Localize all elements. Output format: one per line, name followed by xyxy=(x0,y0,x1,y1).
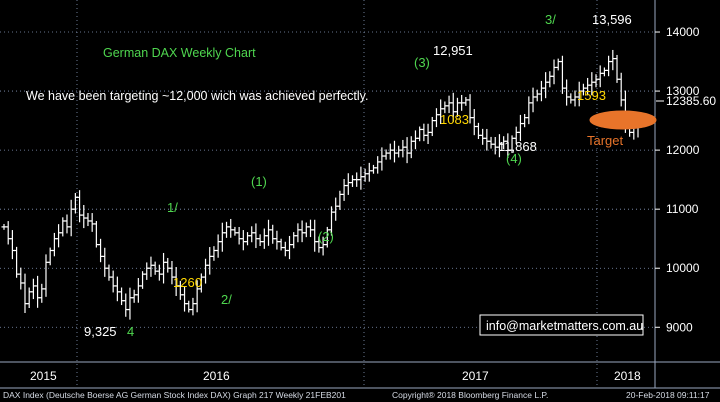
x-tick-label: 2015 xyxy=(30,369,57,383)
target-ellipse xyxy=(589,110,657,130)
annotation-label: (2) xyxy=(318,229,334,244)
y-tick-label: 10000 xyxy=(666,261,700,275)
y-tick-label: 13000 xyxy=(666,84,700,98)
annotation-label: (3) xyxy=(414,55,430,70)
y-tick-label: 9000 xyxy=(666,320,693,334)
annotation-label: 11,868 xyxy=(498,139,537,154)
annotation-label: 1260 xyxy=(173,275,202,290)
x-axis: 2015 2016 2017 2018 xyxy=(0,361,720,383)
annotation-label: 12,951 xyxy=(433,43,473,58)
annotation-label: 1593 xyxy=(577,88,606,103)
footer-left: DAX Index (Deutsche Boerse AG German Sto… xyxy=(3,390,346,400)
grid-lines xyxy=(0,0,655,388)
last-price-label: 12385.60 xyxy=(666,94,716,108)
annotation-label: (1) xyxy=(251,174,267,189)
y-tick-label: 11000 xyxy=(666,202,699,216)
y-tick-label: 14000 xyxy=(666,25,700,39)
annotation-label: 13,596 xyxy=(592,12,632,27)
annotation-label: 3/ xyxy=(545,12,556,27)
annotations: German DAX Weekly Chart We have been targ… xyxy=(26,12,632,339)
footer-right: 20-Feb-2018 09:11:17 xyxy=(626,390,710,400)
x-tick-label: 2017 xyxy=(462,369,489,383)
annotation-label: German DAX Weekly Chart xyxy=(103,46,256,60)
watermark-text: info@marketmatters.com.au xyxy=(486,319,643,333)
annotation-label: 2/ xyxy=(221,292,232,307)
last-price-tag: 12385.60 xyxy=(656,94,716,108)
watermark: info@marketmatters.com.au xyxy=(479,314,644,336)
y-tick-label: 12000 xyxy=(666,143,700,157)
annotation-label: We have been targeting ~12,000 wich was … xyxy=(26,89,368,103)
annotation-label: 1083 xyxy=(440,112,469,127)
annotation-label: 9,325 xyxy=(84,324,117,339)
annotation-label: Target xyxy=(587,133,624,148)
y-axis: 9000 10000 11000 12000 13000 14000 xyxy=(654,0,700,388)
annotation-label: 4 xyxy=(127,324,134,339)
annotation-label: (4) xyxy=(506,151,522,166)
footer-center: Copyright® 2018 Bloomberg Finance L.P. xyxy=(392,390,548,400)
x-tick-label: 2016 xyxy=(203,369,230,383)
annotation-label: 1/ xyxy=(167,200,178,215)
x-tick-label: 2018 xyxy=(614,369,641,383)
